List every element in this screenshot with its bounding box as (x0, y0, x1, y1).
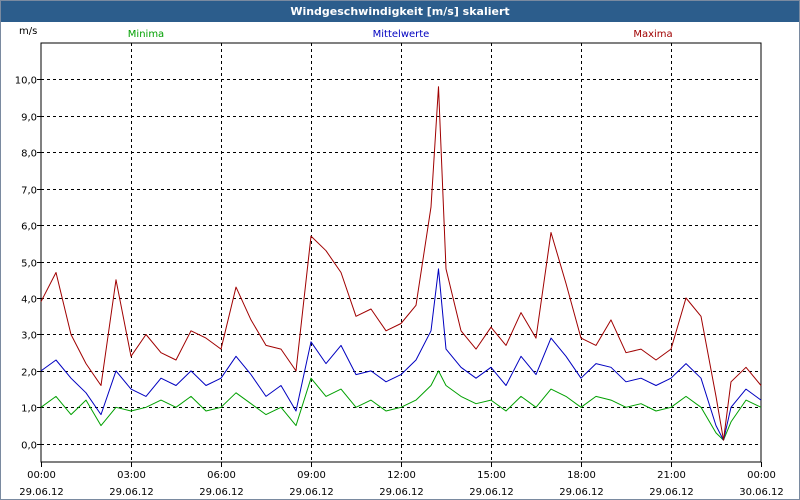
series-lines (40, 86, 762, 441)
legend-maxima: Maxima (633, 29, 672, 40)
legend-mittelwerte: Mittelwerte (373, 29, 430, 40)
legend-minima: Minima (128, 29, 164, 40)
x-tick-date-label: 29.06.12 (19, 487, 64, 498)
chart-title: Windgeschwindigkeit [m/s] skaliert (1, 1, 799, 22)
y-tick-label: 4,0 (21, 295, 37, 306)
axes: 0,0 1,0 2,0 3,0 4,0 5,0 6,0 7,0 8,0 9,0 10,0 m/s 00:… (15, 26, 784, 498)
chart-plot: 0,0 1,0 2,0 3,0 4,0 5,0 6,0 7,0 8,0 9,0 10,0 m/s 00:… (15, 26, 784, 498)
x-tick-time-label: 21:00 (657, 470, 686, 481)
x-tick-date-label: 29.06.12 (469, 487, 514, 498)
x-tick-time-label: 00:00 (747, 470, 776, 481)
y-tick-label: 3,0 (21, 331, 37, 342)
series-line-mittelwerte (40, 268, 762, 441)
x-tick-time-label: 09:00 (297, 470, 326, 481)
x-tick-time-label: 15:00 (477, 470, 506, 481)
y-tick-label: 6,0 (21, 222, 37, 233)
y-tick-label: 5,0 (21, 259, 37, 270)
x-tick-time-label: 06:00 (207, 470, 236, 481)
series-line-maxima (40, 86, 762, 441)
x-tick-date-label: 29.06.12 (559, 487, 604, 498)
x-tick-time-label: 12:00 (387, 470, 416, 481)
y-tick-label: 0,0 (21, 441, 37, 452)
grid (40, 42, 762, 463)
x-tick-time-label: 03:00 (117, 470, 146, 481)
x-tick-date-label: 29.06.12 (109, 487, 154, 498)
y-tick-label: 7,0 (21, 186, 37, 197)
y-tick-label: 8,0 (21, 149, 37, 160)
x-tick-time-label: 18:00 (567, 470, 596, 481)
x-tick-date-label: 29.06.12 (379, 487, 424, 498)
y-tick-label: 10,0 (15, 76, 37, 87)
x-tick-date-label: 29.06.12 (289, 487, 334, 498)
y-tick-label: 2,0 (21, 368, 37, 379)
x-tick-date-label: 30.06.12 (739, 487, 784, 498)
x-tick-date-label: 29.06.12 (199, 487, 244, 498)
x-tick-date-label: 29.06.12 (649, 487, 694, 498)
y-tick-label: 1,0 (21, 404, 37, 415)
series-line-minima (40, 370, 762, 441)
y-axis-unit-label: m/s (19, 26, 37, 37)
x-tick-time-label: 00:00 (27, 470, 56, 481)
y-tick-label: 9,0 (21, 113, 37, 124)
legend: Minima Mittelwerte Maxima (128, 29, 673, 40)
